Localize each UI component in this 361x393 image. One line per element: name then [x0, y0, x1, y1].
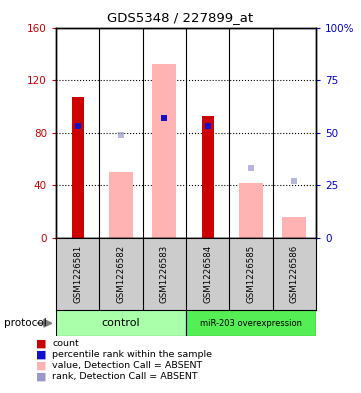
Text: GDS5348 / 227899_at: GDS5348 / 227899_at — [108, 11, 253, 24]
Text: percentile rank within the sample: percentile rank within the sample — [52, 351, 212, 359]
Text: ■: ■ — [36, 350, 47, 360]
Bar — [282, 217, 306, 238]
Bar — [56, 310, 186, 336]
Text: value, Detection Call = ABSENT: value, Detection Call = ABSENT — [52, 362, 203, 370]
Text: ■: ■ — [36, 339, 47, 349]
Text: control: control — [102, 318, 140, 328]
Bar — [152, 64, 176, 238]
Bar — [71, 97, 84, 238]
Bar — [239, 183, 263, 238]
Text: GSM1226586: GSM1226586 — [290, 245, 299, 303]
Bar — [109, 172, 133, 238]
Text: GSM1226585: GSM1226585 — [247, 245, 255, 303]
Text: protocol: protocol — [4, 318, 46, 328]
Text: GSM1226582: GSM1226582 — [117, 245, 125, 303]
Bar — [201, 116, 214, 238]
Text: rank, Detection Call = ABSENT: rank, Detection Call = ABSENT — [52, 373, 198, 381]
Text: miR-203 overexpression: miR-203 overexpression — [200, 319, 302, 328]
Text: ■: ■ — [36, 372, 47, 382]
Text: GSM1226581: GSM1226581 — [73, 245, 82, 303]
Bar — [186, 310, 316, 336]
Text: ■: ■ — [36, 361, 47, 371]
Text: GSM1226583: GSM1226583 — [160, 245, 169, 303]
Text: GSM1226584: GSM1226584 — [203, 245, 212, 303]
Text: count: count — [52, 340, 79, 348]
